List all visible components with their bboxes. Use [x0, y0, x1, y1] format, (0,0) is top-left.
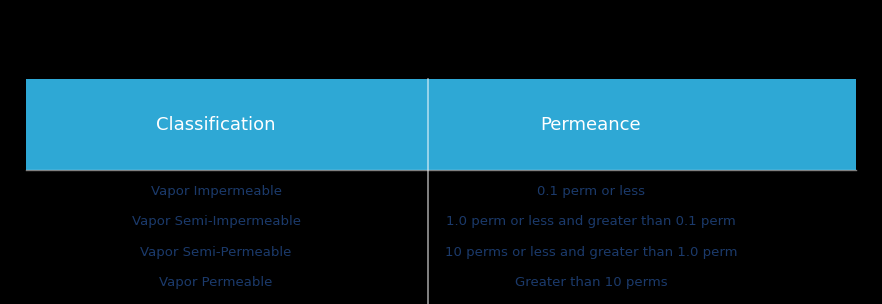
Text: Classification: Classification — [156, 116, 276, 134]
Text: 0.1 perm or less: 0.1 perm or less — [537, 185, 645, 198]
Text: Vapor Semi-Permeable: Vapor Semi-Permeable — [140, 246, 292, 259]
Text: Vapor Permeable: Vapor Permeable — [160, 276, 273, 289]
Text: 1.0 perm or less and greater than 0.1 perm: 1.0 perm or less and greater than 0.1 pe… — [446, 216, 736, 228]
Text: Permeance: Permeance — [541, 116, 641, 134]
Text: Vapor Impermeable: Vapor Impermeable — [151, 185, 281, 198]
Text: Vapor Semi-Impermeable: Vapor Semi-Impermeable — [131, 216, 301, 228]
Text: 10 perms or less and greater than 1.0 perm: 10 perms or less and greater than 1.0 pe… — [445, 246, 737, 259]
Bar — [26, 79, 856, 170]
Text: Greater than 10 perms: Greater than 10 perms — [514, 276, 668, 289]
